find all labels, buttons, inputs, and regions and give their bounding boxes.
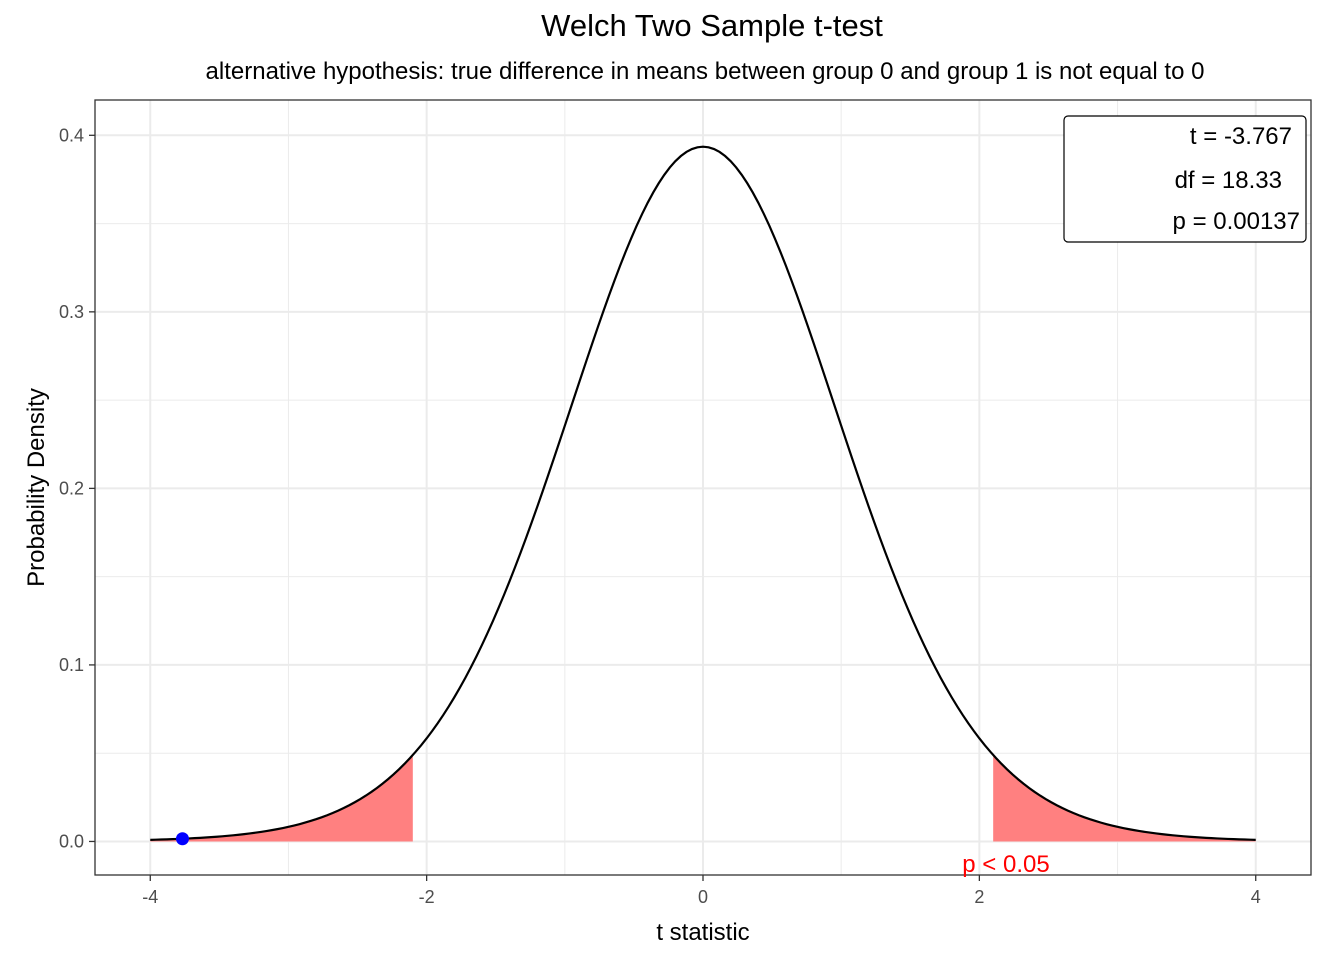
rejection-regions [150, 754, 1256, 842]
y-tick-label: 0.1 [59, 655, 84, 675]
stats-box-frame [1063, 115, 1307, 243]
y-tick-label: 0.2 [59, 478, 84, 498]
observed-t-point [175, 832, 189, 846]
stats-line-p: p = 0.00137 [1173, 208, 1300, 235]
density-curve-layer [150, 145, 1256, 841]
x-tick-label: -4 [142, 887, 158, 907]
y-tick-label: 0.0 [59, 831, 84, 851]
density-curve [150, 145, 1256, 841]
x-tick-label: -2 [419, 887, 435, 907]
rejection-region-left [150, 754, 413, 842]
significance-label: p < 0.05 [962, 851, 1049, 878]
chart-title: Welch Two Sample t-test [541, 8, 883, 43]
x-tick-label: 0 [698, 887, 708, 907]
x-axis-title: t statistic [656, 919, 749, 946]
stats-line-t: t = -3.767 [1190, 123, 1292, 150]
y-axis-title: Probability Density [23, 388, 50, 587]
observed-point-layer [175, 832, 189, 846]
stats-line-df: df = 18.33 [1175, 167, 1282, 194]
stats-box: t = -3.767 df = 18.33 p = 0.00137 [1063, 115, 1307, 243]
rejection-region-right [993, 754, 1256, 842]
x-tick-label: 2 [974, 887, 984, 907]
axes: -4 -2 0 2 4 0.0 0.1 0.2 0.3 0.4 [59, 125, 1261, 907]
y-tick-label: 0.4 [59, 125, 84, 145]
x-tick-label: 4 [1251, 887, 1261, 907]
chart-subtitle: alternative hypothesis: true difference … [205, 58, 1205, 85]
y-tick-label: 0.3 [59, 302, 84, 322]
